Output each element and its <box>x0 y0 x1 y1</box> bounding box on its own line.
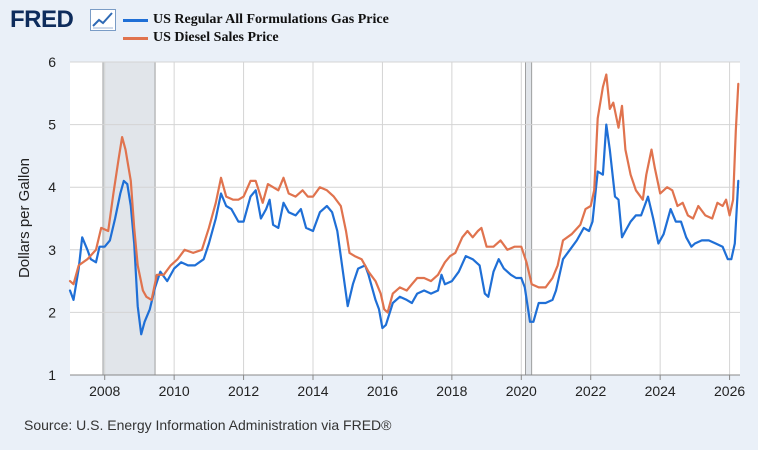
x-tick-label-2014: 2014 <box>297 383 328 399</box>
x-tick-label-2008: 2008 <box>89 383 120 399</box>
x-tick-label-2022: 2022 <box>575 383 606 399</box>
y-tick-label-4: 4 <box>48 179 56 195</box>
legend-label-diesel: US Diesel Sales Price <box>153 30 279 45</box>
legend-swatch-gas <box>123 18 148 22</box>
x-tick-label-2026: 2026 <box>714 383 745 399</box>
x-tick-label-2018: 2018 <box>436 383 467 399</box>
x-tick-label-2024: 2024 <box>645 383 676 399</box>
y-tick-label-5: 5 <box>48 117 56 133</box>
y-tick-label-2: 2 <box>48 304 56 320</box>
y-tick-label-1: 1 <box>48 367 56 383</box>
x-tick-label-2012: 2012 <box>228 383 259 399</box>
series-line-diesel[interactable] <box>68 73 740 314</box>
x-tick-label-2016: 2016 <box>367 383 398 399</box>
recession-band-2 <box>525 61 533 376</box>
y-axis-label: Dollars per Gallon <box>16 158 33 278</box>
plot-area <box>70 62 740 375</box>
recession-band-1 <box>102 61 156 376</box>
x-tick-label-2010: 2010 <box>159 383 190 399</box>
y-tick-label-3: 3 <box>48 242 56 258</box>
legend-swatch-diesel <box>123 36 148 40</box>
legend-label-gas: US Regular All Formulations Gas Price <box>153 12 389 27</box>
fred-logo[interactable]: FRED <box>10 6 74 33</box>
legend-item-diesel[interactable]: US Diesel Sales Price <box>123 29 389 47</box>
x-tick-label-2020: 2020 <box>506 383 537 399</box>
legend-item-gas[interactable]: US Regular All Formulations Gas Price <box>123 11 389 29</box>
chart-legend: US Regular All Formulations Gas Price US… <box>123 11 389 47</box>
source-note: Source: U.S. Energy Information Administ… <box>24 417 392 433</box>
fred-graph-icon <box>90 9 116 31</box>
y-tick-label-6: 6 <box>48 54 56 70</box>
series-line-gas[interactable] <box>68 123 740 336</box>
